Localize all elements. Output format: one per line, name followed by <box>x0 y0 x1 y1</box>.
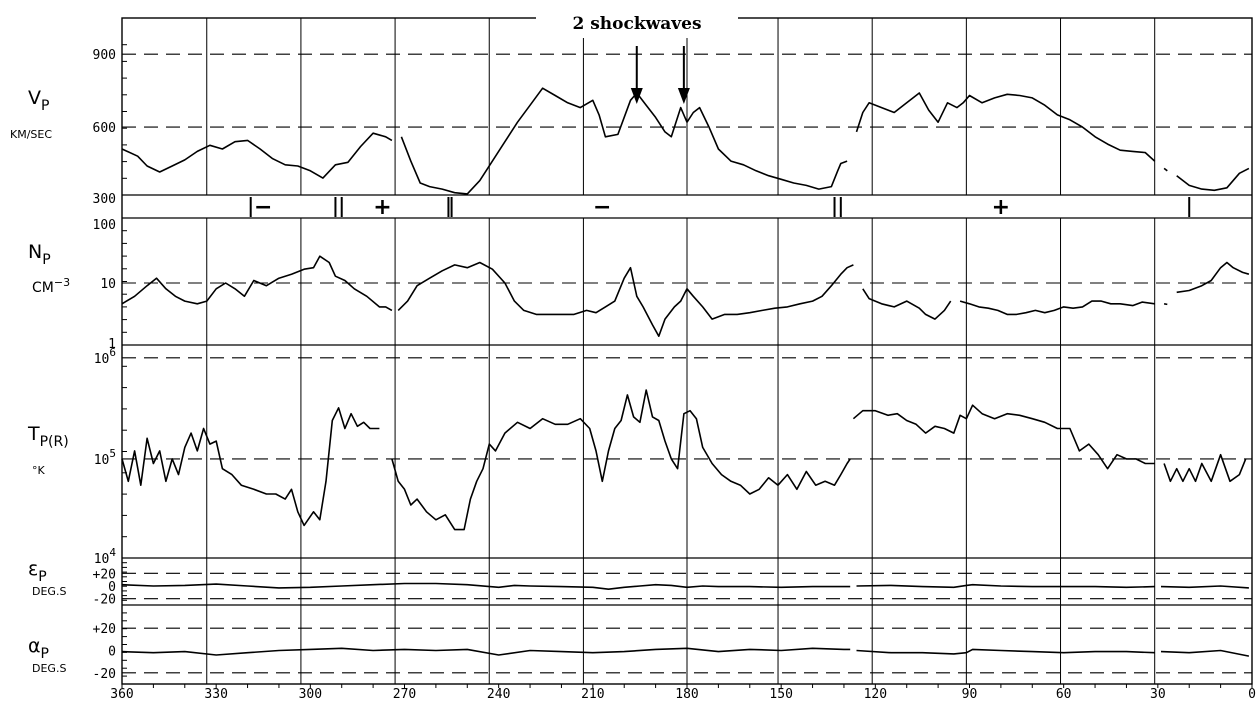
np-series-segment-3 <box>959 300 1155 316</box>
ep-y-tick-1: 0 <box>108 580 116 595</box>
title-mask <box>536 8 738 38</box>
vp-unit: KM/SEC <box>10 128 52 141</box>
ap-label: αP <box>28 635 49 662</box>
tp-series-segment-3 <box>1163 453 1247 483</box>
ep-series-segment-0 <box>121 582 851 590</box>
np-series-segment-0 <box>121 255 393 312</box>
ep-series-segment-2 <box>1160 585 1249 589</box>
x-tick-label-90: 90 <box>962 687 978 701</box>
x-tick-label-300: 300 <box>299 687 322 701</box>
np-series-segment-4 <box>1163 303 1168 306</box>
np-y-tick-0: 100 <box>93 218 116 233</box>
ep-series-segment-1 <box>856 583 1155 589</box>
polarity-label-3: + <box>992 195 1010 220</box>
vp-series-segment-4 <box>1176 167 1250 192</box>
grid <box>121 17 1253 688</box>
tp-y-tick-1: 105 <box>94 447 116 468</box>
ep-unit: DEG.S <box>32 585 66 598</box>
ap-y-tick-1: 0 <box>108 645 116 660</box>
polarity-label-2: − <box>593 195 611 220</box>
np-series-segment-2 <box>862 288 952 320</box>
ep-y-tick-2: -20 <box>93 593 116 608</box>
x-tick-label-0: 0 <box>1248 687 1256 701</box>
vp-series-segment-2 <box>855 92 1156 162</box>
x-tick-label-180: 180 <box>675 687 698 701</box>
ap-series-segment-0 <box>121 647 851 656</box>
tp-y-tick-2: 104 <box>94 546 117 567</box>
np-label: NP <box>28 241 51 268</box>
ap-y-tick-0: +20 <box>93 622 116 637</box>
vp-series-segment-3 <box>1163 167 1168 172</box>
tp-series-segment-2 <box>852 404 1155 470</box>
ap-y-tick-2: -20 <box>93 667 116 682</box>
polarity-label-1: + <box>373 195 391 220</box>
labels: 360 330 300 270 240 210 180 150 120 90 60 30 0900600… <box>10 48 1256 701</box>
annotations <box>630 46 690 104</box>
ap-unit: DEG.S <box>32 662 66 675</box>
x-tick-label-240: 240 <box>487 687 510 701</box>
np-y-tick-2: 1 <box>108 337 116 352</box>
tp-label: TP(R) <box>27 423 69 450</box>
ep-label: εP <box>28 558 47 585</box>
x-tick-label-360: 360 <box>110 687 133 701</box>
vp-series-segment-0 <box>121 132 393 179</box>
np-y-tick-1: 10 <box>100 277 116 292</box>
vp-label: VP <box>28 87 49 114</box>
data-series <box>121 87 1250 657</box>
np-unit: CM−3 <box>32 276 70 296</box>
polarity-label-0: − <box>254 195 272 220</box>
ap-series-segment-2 <box>1160 649 1250 657</box>
x-tick-label-210: 210 <box>581 687 604 701</box>
ap-series-segment-1 <box>856 648 1155 655</box>
tp-unit: °K <box>32 464 46 477</box>
x-tick-label-150: 150 <box>769 687 792 701</box>
shock-arrow-head-1 <box>677 88 690 104</box>
x-tick-label-120: 120 <box>864 687 887 701</box>
x-tick-label-60: 60 <box>1056 687 1072 701</box>
x-tick-label-30: 30 <box>1150 687 1166 701</box>
x-tick-label-330: 330 <box>204 687 227 701</box>
vp-y-tick-1: 600 <box>93 121 116 136</box>
np-series-segment-1 <box>397 261 854 337</box>
vp-series-segment-1 <box>400 87 848 195</box>
x-tick-label-270: 270 <box>393 687 416 701</box>
tp-series-segment-1 <box>391 389 851 531</box>
shock-arrow-head-0 <box>630 88 643 104</box>
np-series-segment-5 <box>1176 261 1250 294</box>
vp-y-tick-0: 900 <box>93 48 116 63</box>
tp-series-segment-0 <box>121 407 380 527</box>
vp-y-tick-2: 300 <box>93 192 116 207</box>
ep-y-tick-0: +20 <box>93 567 116 582</box>
tp-y-tick-0: 106 <box>94 346 116 367</box>
chart-title: 2 shockwaves <box>572 14 701 34</box>
